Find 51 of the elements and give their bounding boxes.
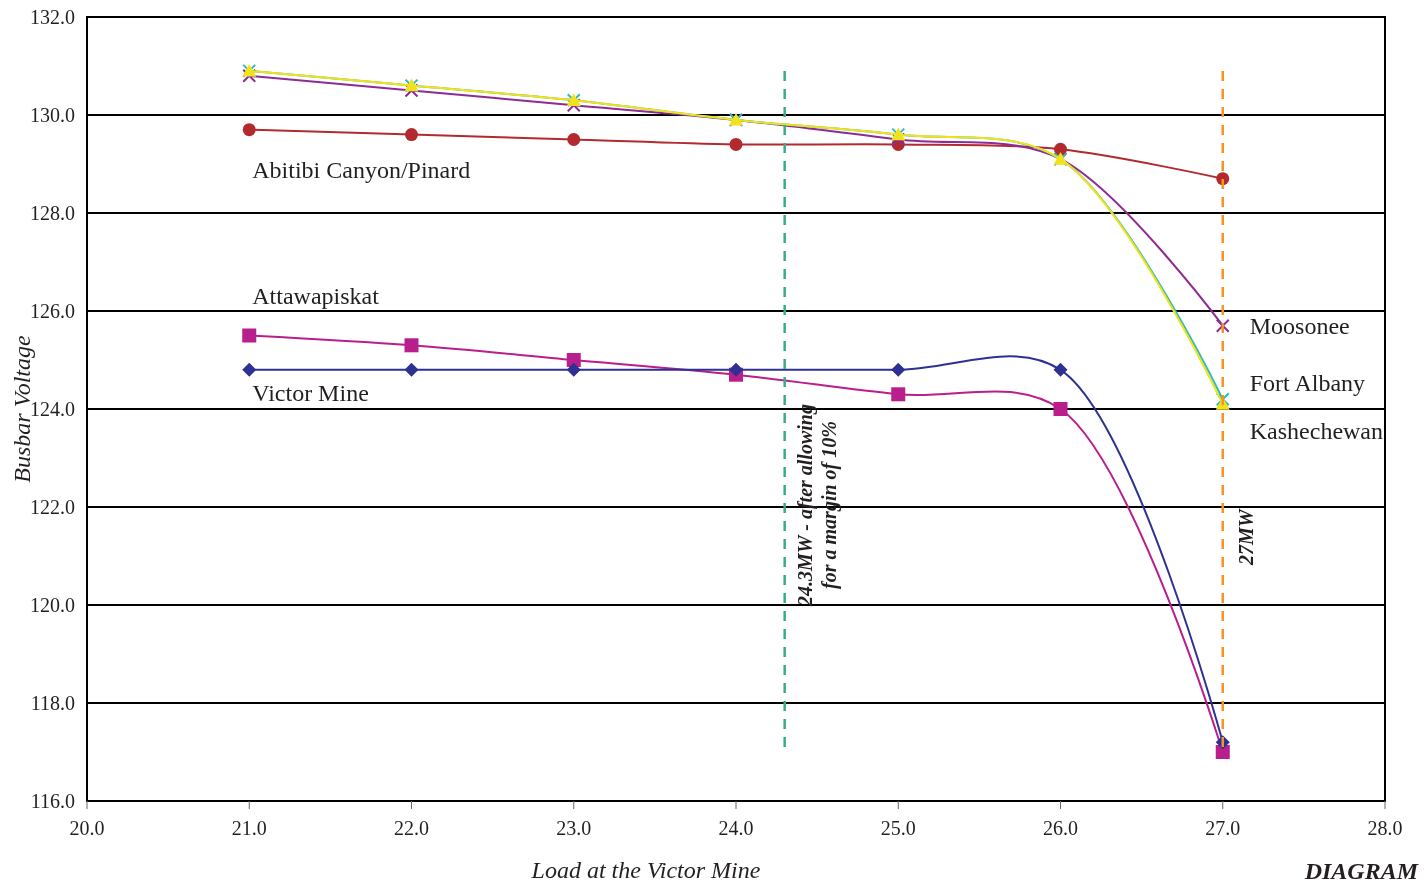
point xyxy=(242,123,256,137)
point xyxy=(566,362,581,377)
text: DIAGRAM xyxy=(1303,858,1420,883)
point xyxy=(404,83,419,98)
point xyxy=(729,137,743,151)
y-tick-label: 118.0 xyxy=(30,692,75,714)
series-label: Fort Albany xyxy=(1249,370,1366,397)
point xyxy=(1053,362,1068,377)
series-label: Victor Mine xyxy=(252,379,369,406)
x-tick-label: 25.0 xyxy=(880,817,916,839)
y-tick-label: 116.0 xyxy=(30,790,75,812)
point xyxy=(404,362,419,377)
x-tick-label: 23.0 xyxy=(556,817,592,839)
y-tick-label: 128.0 xyxy=(30,202,75,224)
y-tick-label: 122.0 xyxy=(30,496,75,518)
x-tick-label: 22.0 xyxy=(394,817,429,839)
x-tick-label: 26.0 xyxy=(1043,817,1078,839)
x-tick-label: 21.0 xyxy=(231,817,267,839)
y-tick-label: 132.0 xyxy=(30,6,75,28)
x-tick-label: 24.0 xyxy=(718,817,754,839)
point xyxy=(891,387,906,402)
x-axis-title: Load at the Victor Mine xyxy=(530,857,761,883)
point xyxy=(1215,392,1230,407)
series-label: Attawapiskat xyxy=(252,282,380,309)
point xyxy=(1215,745,1230,759)
point xyxy=(404,338,419,353)
point xyxy=(242,68,257,83)
point xyxy=(891,362,906,377)
point xyxy=(1215,318,1230,333)
x-tick-label: 28.0 xyxy=(1367,817,1403,839)
y-tick-label: 130.0 xyxy=(30,104,75,126)
x-tick-label: 20.0 xyxy=(69,817,105,839)
series-label: Kashechewan xyxy=(1249,418,1384,445)
point xyxy=(1053,402,1068,416)
ref-line-label: 24.3MW - after allowing for a margin of 10% xyxy=(793,404,841,607)
point xyxy=(405,128,418,142)
ref-line-label: 27MW xyxy=(1234,508,1257,566)
y-tick-label: 120.0 xyxy=(30,594,75,616)
series-label: Moosonee xyxy=(1249,312,1350,339)
point xyxy=(566,98,581,113)
point xyxy=(729,362,743,377)
point xyxy=(1216,172,1230,186)
point xyxy=(566,353,581,367)
series-label: Abitibi Canyon/Pinard xyxy=(252,156,471,183)
point xyxy=(567,133,581,146)
point xyxy=(242,362,257,377)
x-tick-label: 27.0 xyxy=(1205,817,1241,839)
point xyxy=(242,328,257,343)
y-tick-label: 126.0 xyxy=(30,300,75,322)
point xyxy=(1054,142,1067,156)
point xyxy=(891,132,906,147)
